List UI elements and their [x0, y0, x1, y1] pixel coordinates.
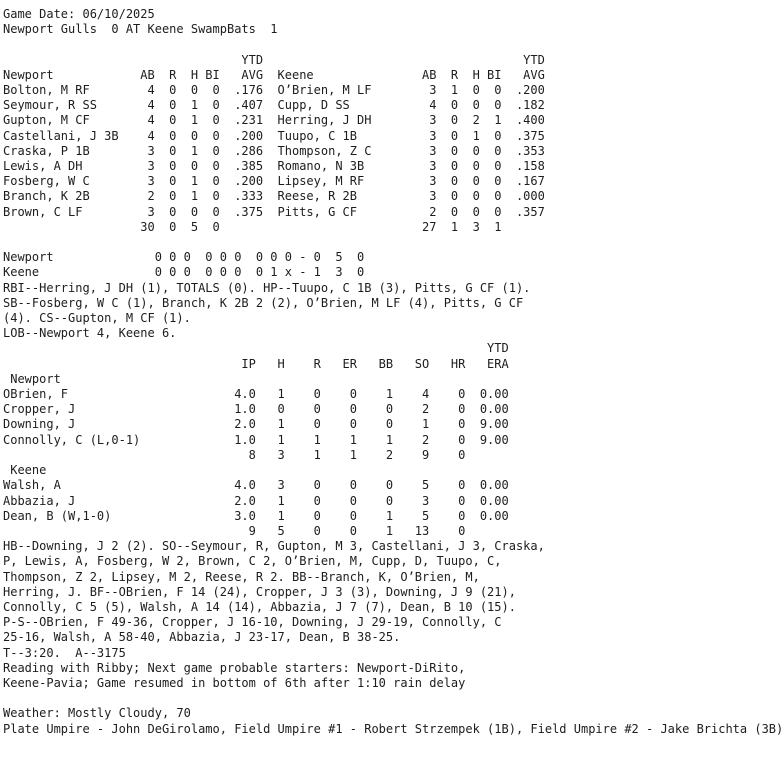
text-line: 9 5 0 0 1 13 0: [3, 523, 466, 538]
text-line: P, Lewis, A, Fosberg, W 2, Brown, C 2, O…: [3, 554, 502, 569]
text-line: Newport AB R H BI AVG Keene AB R H BI AV…: [3, 67, 545, 82]
text-line: Game Date: 06/10/2025: [3, 7, 155, 21]
text-line: T--3:20. A--3175: [3, 645, 126, 660]
text-line: YTD YTD: [3, 52, 545, 67]
text-line: P-S--OBrien, F 49-36, Cropper, J 16-10, …: [3, 615, 502, 630]
text-line: Keene-Pavia; Game resumed in bottom of 6…: [3, 675, 466, 690]
text-line: LOB--Newport 4, Keene 6.: [3, 326, 177, 341]
text-line: Thompson, Z 2, Lipsey, M 2, Reese, R 2. …: [3, 569, 480, 584]
text-line: Newport 0 0 0 0 0 0 0 0 0 - 0 5 0: [3, 250, 365, 265]
text-line: Seymour, R SS 4 0 1 0 .407 Cupp, D SS 4 …: [3, 98, 545, 113]
text-line: YTD: [3, 341, 509, 356]
text-line: (4). CS--Gupton, M CF (1).: [3, 311, 191, 326]
text-line: Brown, C LF 3 0 0 0 .375 Pitts, G CF 2 0…: [3, 204, 545, 219]
text-line: 30 0 5 0 27 1 3 1: [3, 219, 502, 234]
text-line: Keene 0 0 0 0 0 0 0 1 x - 1 3 0: [3, 265, 365, 280]
text-line: Downing, J 2.0 1 0 0 0 1 0 9.00: [3, 417, 509, 432]
text-line: Connolly, C (L,0-1) 1.0 1 1 1 1 2 0 9.00: [3, 432, 509, 447]
text-line: Newport: [3, 371, 61, 386]
text-line: HB--Downing, J 2 (2). SO--Seymour, R, Gu…: [3, 539, 545, 554]
box-score-text: Game Date: 06/10/2025 Newport Gulls 0 AT …: [3, 7, 782, 736]
text-line: RBI--Herring, J DH (1), TOTALS (0). HP--…: [3, 280, 531, 295]
text-line: SB--Fosberg, W C (1), Branch, K 2B 2 (2)…: [3, 295, 524, 310]
text-line: [3, 37, 782, 52]
text-line: Reading with Ribby; Next game probable s…: [3, 660, 466, 675]
text-line: IP H R ER BB SO HR ERA: [3, 356, 509, 371]
text-line: Keene: [3, 463, 47, 478]
text-line: Gupton, M CF 4 0 1 0 .231 Herring, J DH …: [3, 113, 545, 128]
text-line: Abbazia, J 2.0 1 0 0 0 3 0 0.00: [3, 493, 509, 508]
text-line: Castellani, J 3B 4 0 0 0 .200 Tuupo, C 1…: [3, 128, 545, 143]
text-line: 8 3 1 1 2 9 0: [3, 447, 466, 462]
text-line: Branch, K 2B 2 0 1 0 .333 Reese, R 2B 3 …: [3, 189, 545, 204]
text-line: Dean, B (W,1-0) 3.0 1 0 0 1 5 0 0.00: [3, 508, 509, 523]
text-line: Walsh, A 4.0 3 0 0 0 5 0 0.00: [3, 478, 509, 493]
text-line: Cropper, J 1.0 0 0 0 0 2 0 0.00: [3, 402, 509, 417]
text-line: Newport Gulls 0 AT Keene SwampBats 1: [3, 22, 278, 37]
text-line: Bolton, M RF 4 0 0 0 .176 O’Brien, M LF …: [3, 83, 545, 98]
text-line: Herring, J. BF--OBrien, F 14 (24), Cropp…: [3, 584, 516, 599]
text-line: Connolly, C 5 (5), Walsh, A 14 (14), Abb…: [3, 599, 516, 614]
text-line: Lewis, A DH 3 0 0 0 .385 Romano, N 3B 3 …: [3, 159, 545, 174]
text-line: 25-16, Walsh, A 58-40, Abbazia, J 23-17,…: [3, 630, 401, 645]
text-line: Fosberg, W C 3 0 1 0 .200 Lipsey, M RF 3…: [3, 174, 545, 189]
text-line: [3, 691, 782, 706]
text-line: Weather: Mostly Cloudy, 70: [3, 706, 191, 721]
text-line: Craska, P 1B 3 0 1 0 .286 Thompson, Z C …: [3, 143, 545, 158]
text-line: Plate Umpire - John DeGirolamo, Field Um…: [3, 721, 782, 736]
text-line: OBrien, F 4.0 1 0 0 1 4 0 0.00: [3, 387, 509, 402]
text-line: [3, 235, 782, 250]
